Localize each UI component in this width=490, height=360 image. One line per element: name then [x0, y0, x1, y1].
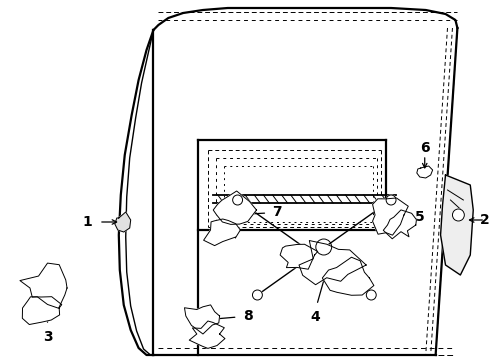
Polygon shape: [189, 321, 225, 348]
Text: 7: 7: [272, 205, 282, 219]
Circle shape: [367, 290, 376, 300]
Polygon shape: [115, 212, 131, 232]
Text: 3: 3: [43, 330, 52, 344]
Polygon shape: [204, 219, 241, 246]
Polygon shape: [213, 191, 256, 224]
Text: 4: 4: [310, 310, 319, 324]
Text: 6: 6: [420, 141, 430, 155]
Polygon shape: [280, 244, 318, 269]
Polygon shape: [322, 257, 374, 295]
Text: 1: 1: [82, 215, 92, 229]
Text: 5: 5: [415, 210, 425, 224]
Circle shape: [386, 195, 396, 205]
Circle shape: [452, 209, 465, 221]
Polygon shape: [417, 166, 433, 178]
Polygon shape: [23, 297, 62, 324]
Polygon shape: [441, 175, 473, 275]
Polygon shape: [372, 198, 408, 235]
Polygon shape: [20, 263, 67, 308]
Circle shape: [252, 290, 262, 300]
Polygon shape: [184, 305, 220, 334]
Text: 8: 8: [243, 309, 252, 323]
Polygon shape: [299, 240, 366, 285]
Circle shape: [233, 195, 243, 205]
Text: 2: 2: [480, 213, 490, 227]
Polygon shape: [383, 210, 416, 239]
